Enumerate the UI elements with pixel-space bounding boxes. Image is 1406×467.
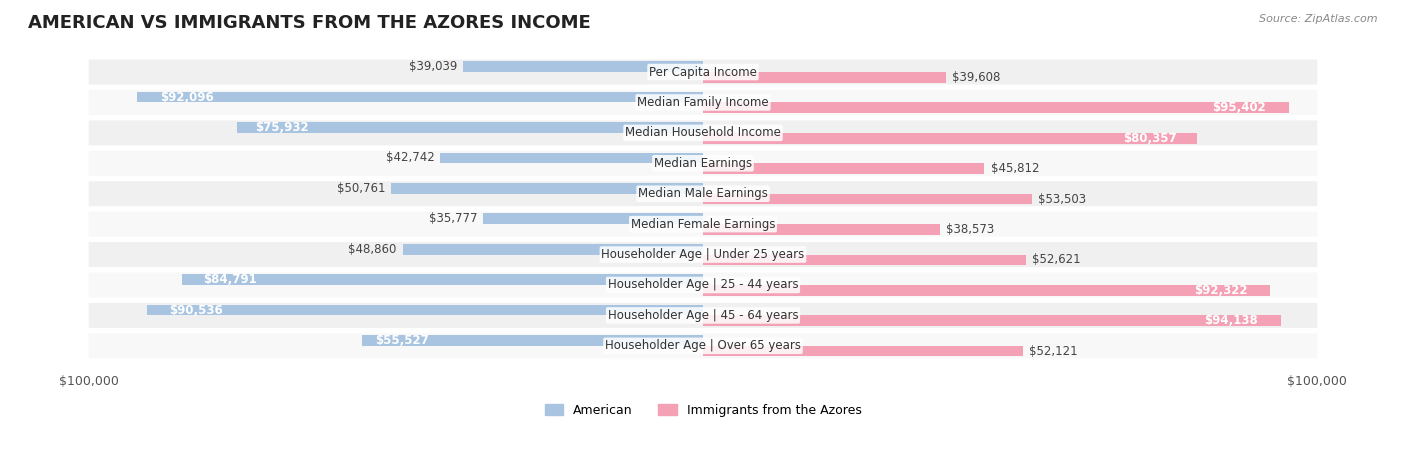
Text: Householder Age | Over 65 years: Householder Age | Over 65 years: [605, 340, 801, 352]
Text: $94,138: $94,138: [1205, 314, 1258, 327]
FancyBboxPatch shape: [89, 181, 1317, 206]
Text: $39,608: $39,608: [952, 71, 1001, 84]
Text: $92,322: $92,322: [1194, 284, 1247, 297]
Bar: [703, 315, 1281, 326]
Text: $84,791: $84,791: [202, 273, 257, 286]
Text: $50,761: $50,761: [336, 182, 385, 195]
Text: $53,503: $53,503: [1038, 192, 1085, 205]
Text: $92,096: $92,096: [160, 91, 214, 104]
FancyBboxPatch shape: [89, 120, 1317, 145]
Text: Source: ZipAtlas.com: Source: ZipAtlas.com: [1260, 14, 1378, 24]
Text: $90,536: $90,536: [169, 304, 222, 317]
Bar: [703, 346, 1024, 356]
Bar: [703, 163, 984, 174]
Text: Householder Age | 45 - 64 years: Householder Age | 45 - 64 years: [607, 309, 799, 322]
Text: Per Capita Income: Per Capita Income: [650, 65, 756, 78]
Text: Householder Age | 25 - 44 years: Householder Age | 25 - 44 years: [607, 278, 799, 291]
Bar: [138, 92, 703, 102]
Bar: [703, 194, 1032, 205]
Text: $55,527: $55,527: [375, 334, 429, 347]
Bar: [703, 255, 1026, 265]
Bar: [236, 122, 703, 133]
Bar: [703, 72, 946, 83]
Text: Median Household Income: Median Household Income: [626, 127, 780, 139]
Bar: [703, 285, 1270, 296]
Bar: [404, 244, 703, 255]
Text: $52,621: $52,621: [1032, 254, 1081, 266]
Text: $52,121: $52,121: [1029, 345, 1078, 358]
Bar: [440, 153, 703, 163]
Text: AMERICAN VS IMMIGRANTS FROM THE AZORES INCOME: AMERICAN VS IMMIGRANTS FROM THE AZORES I…: [28, 14, 591, 32]
FancyBboxPatch shape: [89, 151, 1317, 176]
Legend: American, Immigrants from the Azores: American, Immigrants from the Azores: [540, 399, 866, 422]
Bar: [183, 274, 703, 285]
FancyBboxPatch shape: [89, 242, 1317, 267]
Text: $80,357: $80,357: [1123, 132, 1177, 145]
Bar: [703, 224, 941, 235]
Bar: [703, 102, 1289, 113]
Text: $39,039: $39,039: [409, 60, 457, 73]
Text: Median Male Earnings: Median Male Earnings: [638, 187, 768, 200]
FancyBboxPatch shape: [89, 273, 1317, 297]
Bar: [391, 183, 703, 194]
Bar: [703, 133, 1197, 143]
FancyBboxPatch shape: [89, 212, 1317, 237]
Text: Median Female Earnings: Median Female Earnings: [631, 218, 775, 231]
Bar: [361, 335, 703, 346]
FancyBboxPatch shape: [89, 90, 1317, 115]
Text: $95,402: $95,402: [1212, 101, 1265, 114]
Text: $35,777: $35,777: [429, 212, 477, 225]
Bar: [463, 61, 703, 72]
Text: $48,860: $48,860: [349, 243, 396, 256]
FancyBboxPatch shape: [89, 303, 1317, 328]
Text: $42,742: $42,742: [385, 151, 434, 164]
Text: Median Earnings: Median Earnings: [654, 157, 752, 170]
FancyBboxPatch shape: [89, 60, 1317, 85]
Bar: [146, 305, 703, 315]
FancyBboxPatch shape: [89, 333, 1317, 358]
Text: $45,812: $45,812: [991, 162, 1039, 175]
Text: Householder Age | Under 25 years: Householder Age | Under 25 years: [602, 248, 804, 261]
Text: $38,573: $38,573: [946, 223, 994, 236]
Text: Median Family Income: Median Family Income: [637, 96, 769, 109]
Bar: [484, 213, 703, 224]
Text: $75,932: $75,932: [256, 121, 309, 134]
